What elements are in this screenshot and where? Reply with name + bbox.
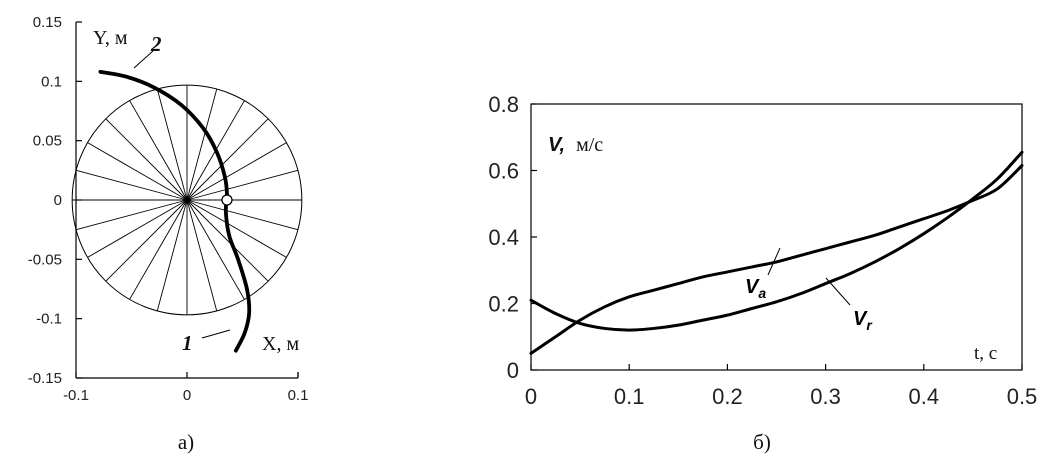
plot-b-x-tick-label: 0 (525, 384, 537, 409)
curve-1-leader (201, 329, 231, 339)
spoke (186, 142, 287, 201)
plot-b-x-axis-title: t, с (974, 343, 997, 364)
plot-b-y-tick-label: 0.4 (488, 225, 519, 250)
spoke (156, 199, 188, 312)
contact-point (221, 194, 233, 206)
series-vr-label: Vr (853, 308, 873, 333)
plot-a-y-tick-label: -0.1 (36, 311, 62, 328)
plot-b-y-tick-label: 0 (507, 358, 519, 383)
plot-b-x-tick-label: 0.1 (614, 384, 645, 409)
series-vr-symbol: V (853, 308, 868, 330)
trajectory-curve (98, 69, 252, 353)
spoke (186, 199, 269, 282)
plot-b-x-tick-label: 0.4 (909, 384, 940, 409)
plot-a-y-tick-label: 0.15 (33, 14, 62, 31)
plot-a-x-tick-label: 0 (183, 387, 191, 404)
plot-a-y-tick-label: -0.05 (28, 251, 62, 268)
plot-b-x-tick-label: 0.5 (1007, 384, 1038, 409)
plot-a-y-tick-label: 0.1 (41, 73, 62, 90)
panel-a-caption: а) (178, 430, 194, 454)
va-leader (767, 247, 781, 276)
spoke (129, 199, 188, 300)
circle-spokes (72, 85, 302, 315)
plot-a-x-axis-title: X, м (262, 333, 299, 355)
panel-b-caption: б) (753, 430, 771, 454)
plot-b-ticks: 0 0.1 0.2 0.3 0.4 0.5 0 0.2 0.4 0.6 0.8 (488, 92, 1037, 409)
plot-b-y-tick-label: 0.6 (488, 159, 519, 184)
spoke (87, 142, 188, 201)
plot-b-y-axis-symbol: V, (548, 134, 565, 156)
spoke (105, 118, 188, 201)
spoke (129, 100, 188, 201)
spoke (75, 169, 188, 201)
vr-leader (825, 277, 851, 306)
plot-b-y-tick-label: 0.2 (488, 292, 519, 317)
series-va-line (529, 164, 1024, 355)
series-vr-subscript: r (866, 317, 873, 333)
plot-b-x-tick-label: 0.3 (810, 384, 841, 409)
spoke (105, 199, 188, 282)
spoke (87, 199, 188, 258)
plot-a-y-tick-label: 0.05 (33, 133, 62, 150)
spoke (186, 199, 287, 258)
spoke (186, 88, 218, 201)
spoke (186, 199, 245, 300)
curve-2-label: 2 (150, 32, 162, 56)
plot-b-y-axis-title: V, м/с (548, 134, 603, 156)
plot-b-y-tick-label: 0.8 (488, 92, 519, 117)
plot-b-frame (530, 103, 1023, 371)
curve-1-label: 1 (182, 331, 193, 355)
spoke (186, 169, 299, 201)
spoke (186, 199, 299, 231)
velocity-panel: 0 0.1 0.2 0.3 0.4 0.5 0 0.2 0.4 0.6 0.8 V, м/с t, … (488, 92, 1037, 409)
plot-a-x-tick-label: 0.1 (288, 387, 309, 404)
series-va-symbol: V (745, 276, 760, 298)
plot-a-y-tick-label: 0 (54, 192, 62, 209)
curve-2-leader (133, 50, 154, 69)
plot-b-y-axis-unit: м/с (576, 134, 603, 156)
plot-b-x-tick-label: 0.2 (712, 384, 743, 409)
plot-a-y-tick-label: -0.15 (28, 370, 62, 387)
spoke (186, 199, 218, 312)
spoke (156, 88, 188, 201)
spoke (75, 199, 188, 231)
series-va-subscript: a (758, 285, 766, 301)
series-va-label: Va (745, 276, 766, 301)
plot-a-y-axis-title: Y, м (93, 27, 128, 49)
plot-a-x-tick-label: -0.1 (63, 387, 89, 404)
series-vr-line (529, 150, 1024, 332)
spoke (186, 118, 269, 201)
rim-circle (71, 84, 303, 316)
